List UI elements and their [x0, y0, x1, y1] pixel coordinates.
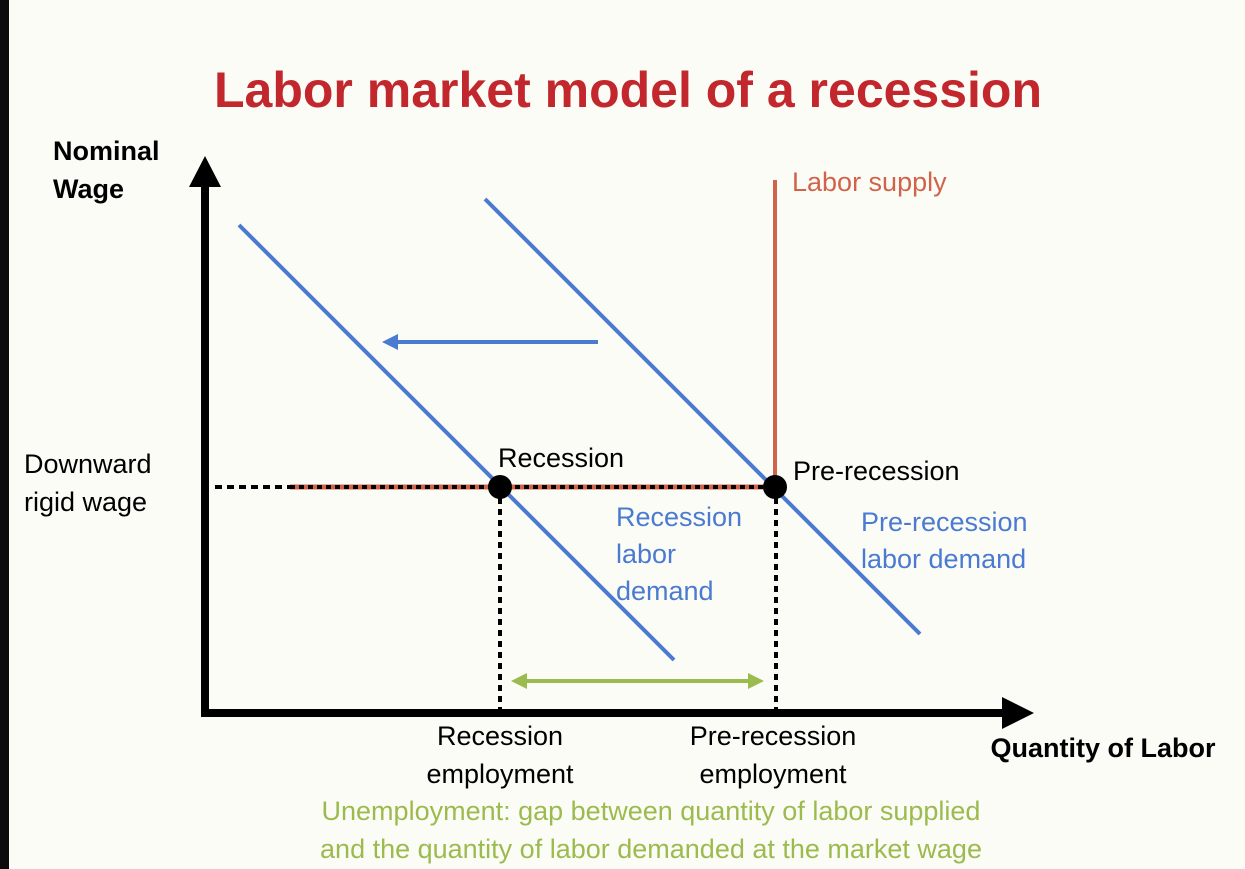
pre-recession-employment-label-line2: employment: [699, 759, 847, 789]
labor-supply-label: Labor supply: [792, 167, 947, 197]
caption-line2: and the quantity of labor demanded at th…: [320, 834, 982, 864]
pre-recession-demand-label-line2: labor demand: [861, 544, 1026, 574]
diagram-title: Labor market model of a recession: [214, 62, 1042, 118]
unemployment-gap-arrowhead-left: [511, 673, 527, 689]
pre-recession-labor-demand-curve: [483, 197, 922, 636]
left-edge-bar: [0, 0, 9, 869]
recession-point: [488, 475, 512, 499]
wage-label-line1: Downward: [24, 449, 152, 479]
recession-demand-label-line2: labor: [616, 539, 676, 569]
x-axis-label: Quantity of Labor: [991, 733, 1216, 763]
caption-line1: Unemployment: gap between quantity of la…: [322, 796, 981, 826]
pre-recession-point-label: Pre-recession: [793, 456, 960, 486]
recession-labor-demand-curve: [237, 223, 676, 662]
demand-shift-arrowhead: [382, 334, 398, 350]
pre-recession-point: [763, 475, 787, 499]
recession-employment-label-line2: employment: [426, 759, 574, 789]
x-axis-arrowhead: [1002, 697, 1034, 729]
y-axis-arrowhead: [189, 156, 221, 187]
wage-label-line2: rigid wage: [24, 487, 147, 517]
recession-demand-label-line1: Recession: [616, 502, 742, 532]
y-axis-label-line1: Nominal: [53, 136, 160, 166]
y-axis-label-line2: Wage: [53, 174, 124, 204]
recession-demand-label-line3: demand: [616, 576, 714, 606]
recession-point-label: Recession: [498, 443, 624, 473]
unemployment-gap-arrowhead-right: [748, 673, 764, 689]
pre-recession-demand-label-line1: Pre-recession: [861, 507, 1028, 537]
recession-employment-label-line1: Recession: [437, 721, 563, 751]
pre-recession-employment-label-line1: Pre-recession: [690, 721, 857, 751]
